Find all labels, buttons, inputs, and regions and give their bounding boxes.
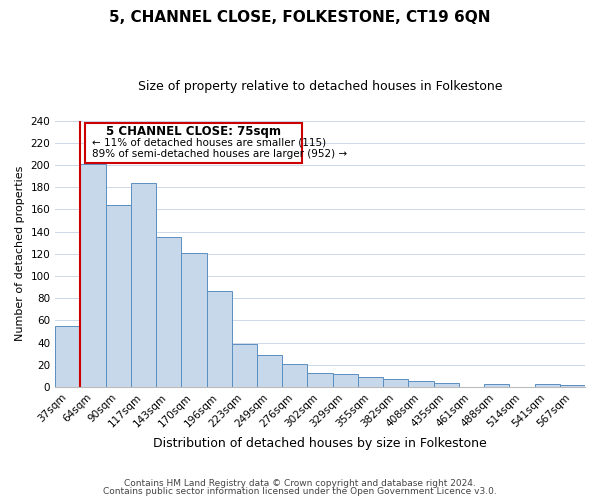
Bar: [257, 355, 282, 387]
X-axis label: Distribution of detached houses by size in Folkestone: Distribution of detached houses by size …: [153, 437, 487, 450]
Bar: [106, 205, 131, 387]
Bar: [232, 344, 257, 387]
Bar: [383, 379, 409, 387]
Bar: [181, 252, 206, 387]
Bar: [80, 164, 106, 387]
Bar: [131, 182, 156, 387]
Bar: [409, 382, 434, 387]
Y-axis label: Number of detached properties: Number of detached properties: [15, 166, 25, 342]
Text: 89% of semi-detached houses are larger (952) →: 89% of semi-detached houses are larger (…: [92, 150, 347, 160]
Bar: [535, 384, 560, 387]
Bar: [358, 377, 383, 387]
Bar: [156, 237, 181, 387]
Bar: [55, 326, 80, 387]
Bar: [332, 374, 358, 387]
FancyBboxPatch shape: [85, 123, 302, 162]
Bar: [560, 384, 585, 387]
Bar: [307, 372, 332, 387]
Title: Size of property relative to detached houses in Folkestone: Size of property relative to detached ho…: [138, 80, 502, 93]
Bar: [206, 292, 232, 387]
Bar: [282, 364, 307, 387]
Bar: [484, 384, 509, 387]
Text: ← 11% of detached houses are smaller (115): ← 11% of detached houses are smaller (11…: [92, 137, 326, 147]
Text: Contains HM Land Registry data © Crown copyright and database right 2024.: Contains HM Land Registry data © Crown c…: [124, 478, 476, 488]
Text: 5, CHANNEL CLOSE, FOLKESTONE, CT19 6QN: 5, CHANNEL CLOSE, FOLKESTONE, CT19 6QN: [109, 10, 491, 25]
Text: Contains public sector information licensed under the Open Government Licence v3: Contains public sector information licen…: [103, 487, 497, 496]
Bar: [434, 382, 459, 387]
Text: 5 CHANNEL CLOSE: 75sqm: 5 CHANNEL CLOSE: 75sqm: [106, 125, 281, 138]
